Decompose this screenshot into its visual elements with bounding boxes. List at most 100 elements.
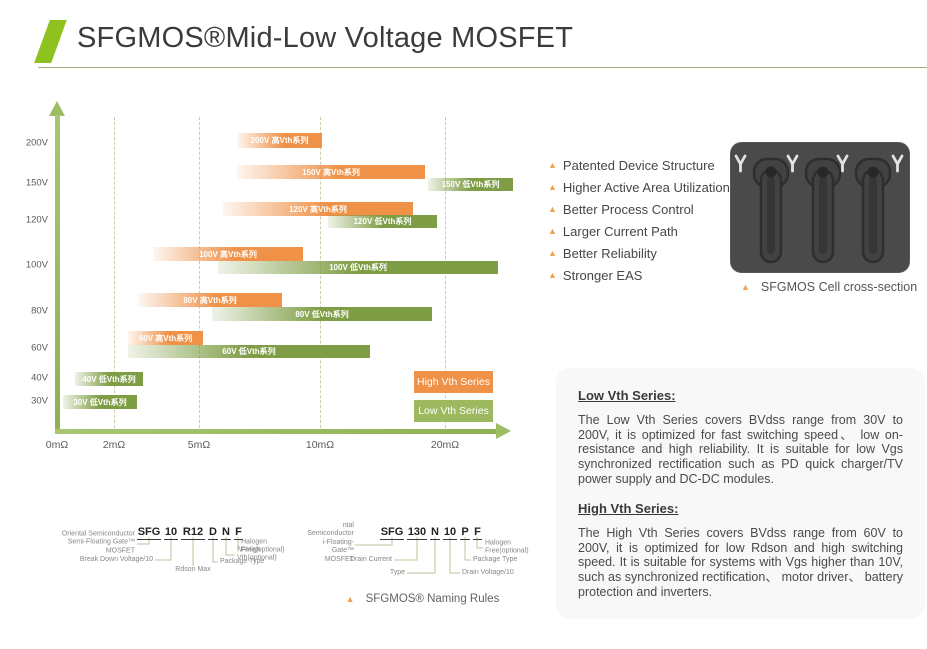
y-axis-tick-label: 120V	[25, 214, 48, 226]
rdson-voltage-chart: 200V 150V 120V 100V 80V 60V 40V 30V 0mΩ 2mΩ 5mΩ 10m…	[0, 95, 530, 467]
feature-item: ▲ Better Process Control	[548, 198, 730, 220]
chart-bar-120v-high-vth: 120V 高Vth系列	[223, 202, 413, 216]
chart-bar-80v-high-vth: 80V 高Vth系列	[138, 293, 282, 307]
legend-high-vth: High Vth Series	[414, 371, 493, 393]
part-number-segment: 10	[164, 526, 178, 540]
high-vth-body: The High Vth Series covers BVdss range f…	[578, 526, 903, 599]
feature-item: ▲ Higher Active Area Utilization	[548, 176, 730, 198]
x-axis-arrow	[496, 423, 511, 439]
feature-item: ▲ Stronger EAS	[548, 264, 730, 286]
low-vth-body: The Low Vth Series covers BVdss range fr…	[578, 413, 903, 486]
triangle-bullet-icon: ▲	[548, 247, 557, 258]
naming-label: Break Down Voltage/10	[79, 555, 153, 563]
part-number-segment: 130	[407, 526, 427, 540]
part-number-segment: F	[234, 526, 243, 540]
feature-text: Better Reliability	[562, 245, 657, 261]
connector-lines	[137, 537, 240, 566]
part-number-segment: N	[221, 526, 231, 540]
part-number-segment: N	[430, 526, 440, 540]
feature-item: ▲ Patented Device Structure	[548, 154, 730, 176]
y-axis-tick-label: 80V	[31, 305, 48, 317]
triangle-bullet-icon: ▲	[548, 181, 557, 192]
part-number-segment: D	[208, 526, 218, 540]
naming-rules-caption-text: SFGMOS® Naming Rules	[365, 593, 500, 605]
naming-label: Halogen Free(optional)	[485, 539, 529, 555]
naming-label: Rdson Max	[175, 565, 211, 573]
chart-bar-100v-high-vth: 100V 高Vth系列	[153, 247, 303, 261]
naming-label: ntal Semiconductor i-Floating-Gate™ MOSF…	[307, 522, 355, 563]
naming-label: Oriental Semiconductor Semi-Floating Gat…	[61, 530, 135, 555]
y-axis-tick-label: 100V	[25, 259, 48, 271]
legend-low-vth: Low Vth Series	[414, 400, 493, 422]
chart-bar-80v-low-vth: 80V 低Vth系列	[212, 307, 432, 321]
cross-section-caption-text: SFGMOS Cell cross-section	[760, 280, 918, 294]
y-axis-arrow	[49, 101, 65, 116]
x-axis-tick-label: 0mΩ	[45, 439, 69, 451]
part-number: SFG 10 R12 D N F	[137, 522, 246, 540]
y-axis-tick-label: 60V	[31, 342, 48, 354]
part-number: SFG 130 N 10 P F	[380, 522, 485, 540]
page-title: SFGMOS®Mid-Low Voltage MOSFET	[77, 22, 574, 54]
y-axis-tick-label: 150V	[25, 177, 48, 189]
triangle-bullet-icon: ▲	[548, 159, 557, 170]
naming-label: Package Type	[220, 557, 265, 565]
series-description-panel: Low Vth Series: The Low Vth Series cover…	[556, 368, 925, 619]
high-vth-heading: High Vth Series:	[578, 501, 679, 517]
chart-bar-60v-low-vth: 60V 低Vth系列	[128, 345, 370, 358]
triangle-bullet-icon: ▲	[548, 225, 557, 236]
part-number-segment: R12	[181, 526, 205, 540]
x-axis-line	[55, 429, 498, 434]
chart-bar-150v-low-vth: 150V 低Vth系列	[428, 178, 513, 191]
chart-bar-150v-high-vth: 150V 高Vth系列	[237, 165, 425, 179]
naming-rules-caption: ▲ SFGMOS® Naming Rules	[330, 593, 515, 605]
chart-gridline	[199, 117, 200, 428]
y-axis-line	[55, 115, 60, 433]
triangle-bullet-icon: ▲	[548, 269, 557, 280]
chart-bar-60v-high-vth: 60V 高Vth系列	[128, 331, 203, 345]
chart-bar-30v-low-vth: 30V 低Vth系列	[63, 395, 137, 409]
feature-text: Patented Device Structure	[562, 157, 715, 173]
triangle-bullet-icon: ▲	[345, 593, 355, 604]
triangle-bullet-icon: ▲	[548, 203, 557, 214]
feature-item: ▲ Better Reliability	[548, 242, 730, 264]
header-divider	[38, 67, 927, 68]
part-number-segment: F	[473, 526, 482, 540]
feature-text: Stronger EAS	[562, 267, 643, 283]
naming-diagram-1: SFG 10 R12 D N F Oriental Semiconductor Semi-F…	[57, 515, 292, 590]
part-number-segment: P	[460, 526, 470, 540]
feature-text: Higher Active Area Utilization	[562, 179, 730, 195]
feature-list: ▲ Patented Device Structure ▲ Higher Active…	[548, 154, 730, 286]
low-vth-heading: Low Vth Series:	[578, 388, 676, 403]
chart-bar-120v-low-vth: 120V 低Vth系列	[328, 215, 437, 228]
part-number-segment: 10	[443, 526, 457, 540]
gate-contact-marks	[734, 154, 904, 173]
part-number-segment: SFG	[137, 526, 161, 540]
trench-structures	[752, 157, 892, 264]
y-axis-tick-label: 30V	[31, 395, 48, 407]
x-axis-tick-label: 5mΩ	[187, 439, 211, 451]
naming-label: Drain Current	[349, 555, 392, 563]
triangle-bullet-icon: ▲	[741, 281, 750, 292]
feature-item: ▲ Larger Current Path	[548, 220, 730, 242]
naming-label: Type	[389, 568, 405, 576]
y-axis-tick-label: 40V	[31, 372, 48, 384]
chart-gridline	[114, 117, 115, 428]
cross-section-caption: ▲ SFGMOS Cell cross-section	[741, 280, 917, 294]
chart-bar-200v-high-vth: 200V 高Vth系列	[237, 133, 322, 148]
chart-bar-40v-low-vth: 40V 低Vth系列	[75, 372, 143, 386]
feature-text: Better Process Control	[562, 201, 694, 217]
naming-label: Drain Voltage/10	[462, 568, 514, 576]
naming-label: Package Type	[473, 555, 518, 563]
x-axis-tick-label: 10mΩ	[305, 439, 335, 451]
feature-text: Larger Current Path	[562, 223, 678, 239]
naming-label: Halogen Free(optional)	[241, 538, 285, 554]
naming-label: N=High Vth(optional)	[237, 546, 277, 562]
chart-bar-100v-low-vth: 100V 低Vth系列	[218, 261, 498, 274]
brand-slash-icon	[34, 20, 67, 63]
part-number-segment: SFG	[380, 526, 404, 540]
cell-cross-section-image	[730, 142, 910, 273]
x-axis-tick-label: 2mΩ	[102, 439, 126, 451]
x-axis-tick-label: 20mΩ	[430, 439, 460, 451]
